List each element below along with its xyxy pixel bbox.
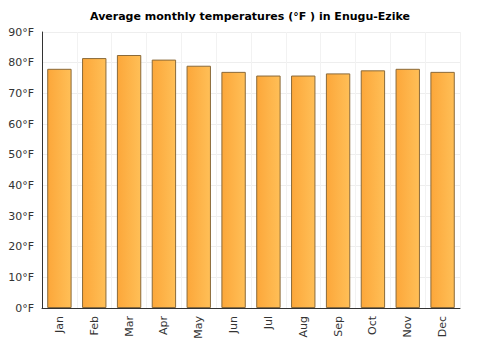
svg-text:Jun: Jun <box>227 316 240 334</box>
svg-text:70°F: 70°F <box>8 87 34 100</box>
svg-text:Mar: Mar <box>123 316 136 337</box>
svg-text:20°F: 20°F <box>8 240 34 253</box>
svg-text:Apr: Apr <box>157 316 170 336</box>
svg-text:90°F: 90°F <box>8 26 34 39</box>
svg-text:Jul: Jul <box>262 316 275 330</box>
svg-text:Jan: Jan <box>53 316 66 334</box>
svg-text:30°F: 30°F <box>8 210 34 223</box>
svg-text:Average monthly temperatures (: Average monthly temperatures (°F ) in En… <box>90 10 410 23</box>
svg-text:40°F: 40°F <box>8 179 34 192</box>
svg-text:0°F: 0°F <box>15 302 34 315</box>
svg-text:Dec: Dec <box>436 316 449 337</box>
svg-text:Aug: Aug <box>297 316 310 337</box>
svg-text:Nov: Nov <box>401 316 414 338</box>
svg-text:Oct: Oct <box>366 315 379 335</box>
svg-text:80°F: 80°F <box>8 56 34 69</box>
svg-text:50°F: 50°F <box>8 148 34 161</box>
svg-text:May: May <box>192 316 205 339</box>
svg-text:10°F: 10°F <box>8 271 34 284</box>
svg-text:Feb: Feb <box>88 316 101 335</box>
svg-text:60°F: 60°F <box>8 118 34 131</box>
svg-text:Sep: Sep <box>332 316 345 337</box>
